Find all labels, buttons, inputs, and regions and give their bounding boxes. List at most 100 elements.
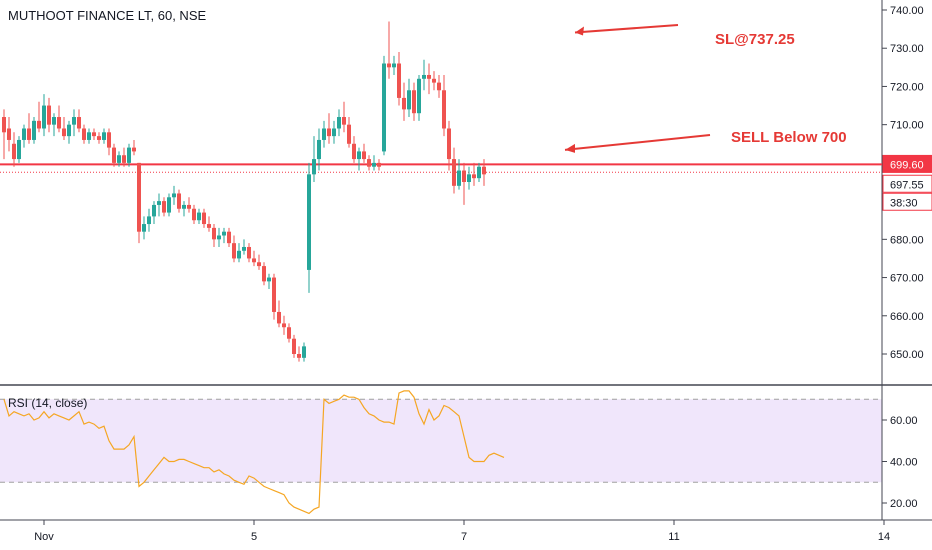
candle-body [127,147,131,163]
candle-body [152,204,156,217]
level-price-tag [882,154,932,173]
time-tick-label: 14 [878,531,890,543]
price-tick-label: 680.00 [890,234,924,246]
candle-body [177,193,181,209]
annotations: SL@737.25 SELL Below 700 [564,24,847,153]
candle-body [212,227,216,240]
candle-body [382,63,386,152]
price-tick-label: 650.00 [890,349,924,361]
candle-body [397,63,401,98]
candle-body [422,74,426,79]
candle-body [402,97,406,110]
candle-body [312,159,316,175]
candle-body [412,90,416,114]
sl-annotation: SL@737.25 [715,31,795,48]
time-axis[interactable]: Nov571114182025 [34,520,932,543]
candle-body [442,90,446,129]
rsi-tick-label: 40.00 [890,457,918,469]
candle-body [352,143,356,160]
price-tick-label: 710.00 [890,120,924,132]
candle-body [247,246,251,259]
candle-body [147,216,151,225]
sell-arrowhead [565,143,575,153]
candle-body [262,266,266,282]
candle-body [142,224,146,232]
candle-body [432,78,436,83]
price-tick-label: 670.00 [890,273,924,285]
candle-body [182,204,186,209]
candle-body [307,174,311,270]
rsi-axis[interactable]: 60.00 40.00 20.00 [882,415,918,510]
candle-body [377,162,381,167]
candle-body [392,63,396,68]
price-pane[interactable] [0,0,882,384]
candle-body [287,327,291,339]
candle-body [437,82,441,91]
candle-body [452,159,456,186]
candle-body [92,132,96,137]
candle-body [407,90,411,110]
time-tick-label: 11 [668,531,679,543]
candle-body [357,151,361,160]
candle-body [17,139,21,160]
rsi-tick-label: 60.00 [890,415,918,427]
sell-annotation: SELL Below 700 [731,129,847,146]
candle-body [322,128,326,140]
candle-body [42,105,46,129]
candle-body [197,212,201,221]
candle-body [277,311,281,324]
candle-body [337,117,341,129]
countdown-label: 38:30 [890,197,918,209]
candle-body [222,231,226,236]
candle-body [7,128,11,140]
candle-body [72,117,76,125]
candle-body [467,174,471,182]
candle-body [217,235,221,240]
candle-body [292,338,296,354]
candle-body [332,128,336,137]
candle-body [187,204,191,209]
candle-body [202,212,206,225]
level-price-label: 699.60 [890,159,924,171]
candle-body [347,124,351,144]
candle-body [267,277,271,282]
candle-body [132,147,136,152]
candle-body [137,162,141,232]
candle-body [462,170,466,182]
candle-body [317,139,321,160]
level-price-label: 697.55 [890,179,924,191]
candle-body [282,323,286,328]
price-tick-label: 740.00 [890,5,924,17]
candle-body [117,155,121,163]
candle-body [52,117,56,125]
rsi-tick-label: 20.00 [890,498,918,510]
price-tick-label: 730.00 [890,43,924,55]
candle-body [257,262,261,267]
candle-body [47,105,51,125]
countdown-tag [882,192,932,211]
candle-body [172,193,176,198]
chart-title: MUTHOOT FINANCE LT, 60, NSE [8,8,206,23]
candle-body [122,155,126,163]
candle-body [67,124,71,137]
level-price-tag [882,174,932,193]
candle-body [2,117,6,133]
candle-body [457,170,461,186]
candle-body [427,74,431,79]
candle-body [477,166,481,179]
sell-arrow [564,134,711,151]
candle-body [167,197,171,213]
candle-body [87,132,91,140]
candle-body [62,128,66,137]
candlestick-series [2,21,486,362]
time-tick-label: Nov [34,531,54,543]
price-levels: 699.60 697.55 38:30 [0,154,932,211]
time-tick-label: 7 [461,531,467,543]
candle-body [107,132,111,148]
candle-body [82,128,86,140]
candle-body [237,250,241,259]
candle-body [227,231,231,244]
candle-body [447,128,451,160]
rsi-title: RSI (14, close) [8,396,87,410]
